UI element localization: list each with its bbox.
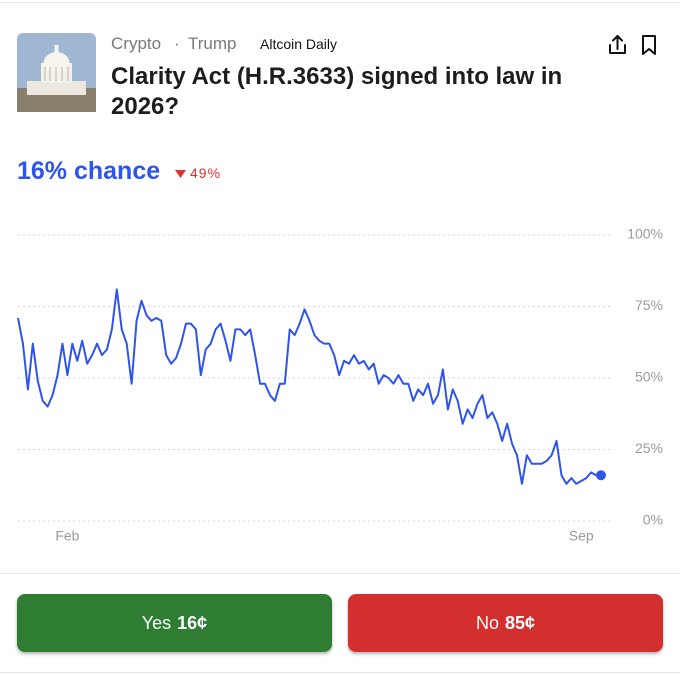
tag[interactable]: Trump	[188, 34, 237, 53]
source: Altcoin Daily	[260, 36, 338, 52]
thumbnail	[17, 33, 96, 112]
chance: 16% chance	[17, 157, 161, 185]
y-tick-label: 25%	[635, 440, 663, 456]
change: 49%	[190, 165, 222, 181]
x-tick-label: Feb	[55, 528, 79, 544]
share-icon[interactable]	[609, 35, 626, 54]
bookmark-icon[interactable]	[642, 35, 656, 55]
chart: 0% 25% 50% 75% 100% Feb Sep	[17, 226, 663, 544]
tag[interactable]: Crypto	[111, 34, 162, 53]
y-tick-label: 50%	[635, 369, 663, 385]
last-point	[596, 470, 606, 481]
y-tick-label: 0%	[643, 512, 663, 528]
button-text: No	[475, 612, 499, 633]
tag-separator: ·	[174, 34, 180, 53]
down-arrow	[175, 170, 186, 178]
x-tick-label: Sep	[569, 528, 594, 544]
top-border	[0, 2, 680, 3]
divider	[0, 573, 680, 574]
y-tick-label: 75%	[635, 297, 663, 313]
title: Clarity Act (H.R.3633) signed into law i…	[111, 63, 563, 120]
buy-button[interactable]: No 85¢	[348, 594, 663, 652]
bottom-border	[0, 672, 680, 673]
buy-button[interactable]: Yes 16¢	[17, 594, 332, 652]
line	[17, 288, 601, 485]
button-text: 16¢	[177, 612, 208, 633]
button-text: 85¢	[504, 612, 536, 633]
y-tick-label: 100%	[627, 226, 663, 242]
button-text: Yes	[141, 612, 172, 633]
actions	[609, 35, 656, 55]
